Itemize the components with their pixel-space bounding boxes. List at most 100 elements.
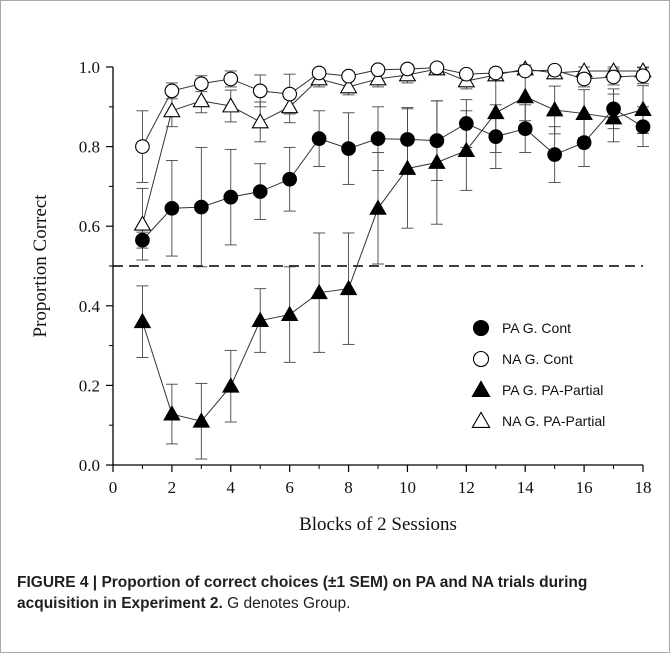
caption-normal-text: G denotes Group. [222,595,351,612]
data-point [369,199,387,215]
x-tick-label: 18 [635,478,652,497]
y-tick-label: 0.0 [79,456,100,475]
data-point [282,86,298,102]
data-point [635,119,651,135]
figure-caption: FIGURE 4 | Proportion of correct choices… [17,572,657,614]
data-point [488,129,504,144]
series-line [142,108,644,241]
data-point [487,103,505,120]
data-point [164,200,180,216]
data-point [488,65,504,81]
y-tick-label: 0.6 [79,217,100,236]
legend-label: PA G. PA-Partial [502,382,603,398]
data-point [458,66,474,82]
data-point [339,279,358,296]
legend: PA G. Cont NA G. Cont PA G. PA-Partial NA G… [471,319,605,429]
data-point [135,139,150,154]
data-point [517,63,533,79]
data-point [252,184,268,199]
legend-label: NA G. Cont [502,351,573,367]
data-point [428,153,446,169]
legend-label: NA G. PA-Partial [502,413,605,429]
x-tick-label: 8 [344,478,353,497]
x-axis-label: Blocks of 2 Sessions [299,514,457,535]
y-axis-label: Proportion Correct [30,194,51,338]
data-point [222,97,240,113]
data-point [369,70,387,86]
data-point [604,109,623,125]
series-2-markers [133,87,652,428]
data-point [280,305,299,321]
data-point [192,412,211,428]
data-point [164,83,180,99]
series-0-group [136,88,649,268]
data-point [341,68,356,84]
x-tick-label: 6 [285,478,294,497]
caption-figure-label: FIGURE 4 | [17,574,102,591]
legend-marker [471,411,491,429]
series-line [141,96,644,422]
data-point [251,311,269,327]
data-point [310,283,328,300]
data-point [457,141,476,157]
data-point [163,405,181,421]
data-point [606,69,621,85]
data-point [458,116,474,131]
x-tick-label: 16 [576,478,593,497]
data-point [339,77,358,94]
line-chart: 0 2 4 6 8 10 12 14 16 18 0.0 0.2 0.4 0.6 0.8 1.0 PA G. … [30,58,652,535]
series-1-group [136,63,649,183]
caption-bold-text: Proportion of correct choices (±1 SEM) o… [17,574,588,612]
axes: 0 2 4 6 8 10 12 14 16 18 0.0 0.2 0.4 0.6 0.8 1.0 [79,58,652,497]
data-point [606,101,621,117]
data-point [400,132,415,147]
series-line [142,67,644,147]
series-1-markers [135,60,651,154]
data-point [547,147,563,162]
data-point [252,83,268,99]
data-point [575,104,593,120]
data-point [133,215,152,231]
data-point [516,87,534,104]
data-point [634,100,652,117]
series-3-group [136,64,649,261]
data-point [192,91,211,108]
data-point [370,131,386,146]
data-point [135,232,150,248]
legend-label: PA G. Cont [502,320,571,336]
data-point [193,199,209,215]
x-tick-label: 4 [227,478,236,497]
data-point [547,62,563,78]
data-point [429,60,445,76]
x-tick-label: 10 [399,478,416,497]
legend-marker [472,350,490,368]
legend-marker [472,319,490,337]
data-point [251,112,269,129]
data-point [311,131,327,146]
series-3-markers [133,60,652,231]
data-point [545,101,564,117]
legend-marker [471,380,491,398]
data-point [576,135,592,150]
series-layer [133,60,652,460]
data-point [133,312,152,329]
x-tick-label: 0 [109,478,118,497]
data-point [163,101,181,118]
x-tick-label: 12 [458,478,475,497]
data-point [193,76,209,92]
data-point [429,133,445,148]
data-point [222,377,240,393]
data-point [223,189,239,205]
data-point [341,141,356,156]
series-line [141,68,643,225]
data-point [576,71,592,87]
data-point [223,71,239,87]
data-point [370,62,386,78]
y-tick-label: 0.4 [79,297,101,316]
x-tick-label: 14 [517,478,535,497]
series-0-markers [135,101,651,248]
y-tick-label: 0.8 [79,138,100,157]
data-point [398,159,417,175]
y-tick-label: 1.0 [79,58,100,77]
y-tick-label: 0.2 [79,376,100,395]
